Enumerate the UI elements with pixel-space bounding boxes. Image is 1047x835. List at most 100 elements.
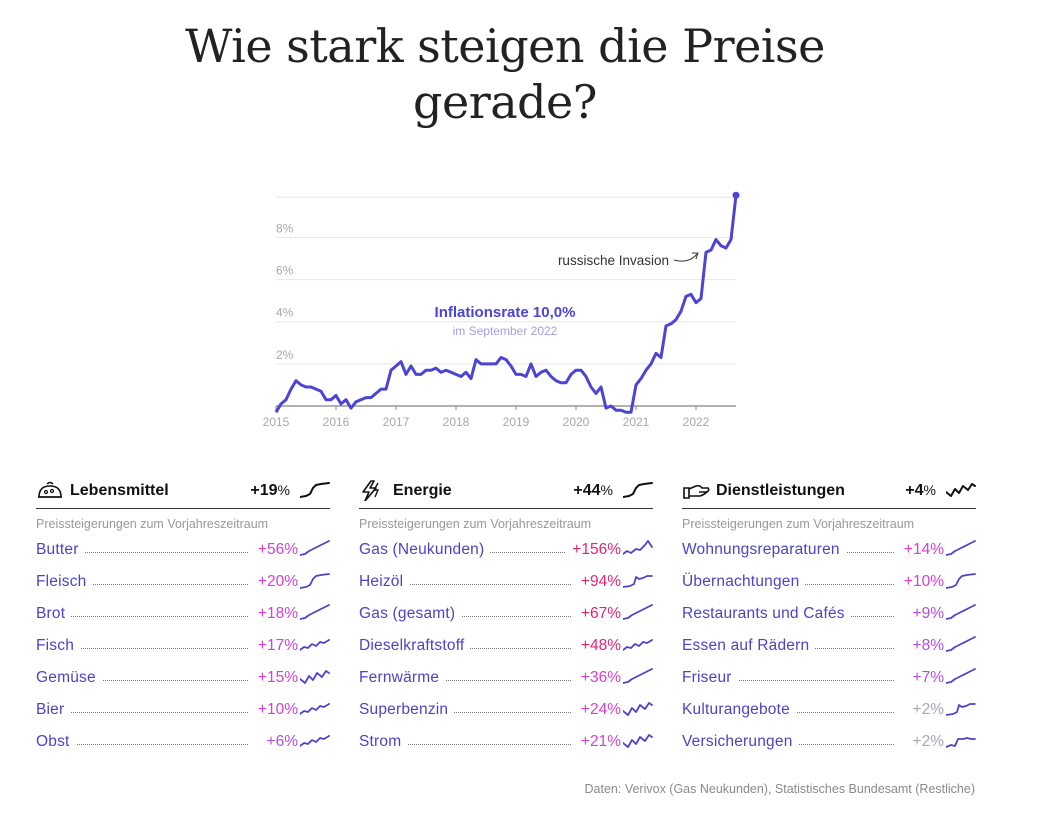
table-row: Übernachtungen +10%: [682, 567, 976, 599]
table-row: Gas (Neukunden) +156%: [359, 535, 653, 567]
table-row: Fernwärme +36%: [359, 663, 653, 695]
food-icon: [38, 481, 62, 498]
sparkline-path: [300, 703, 330, 715]
table-row: Fleisch +20%: [36, 567, 330, 599]
sparkline-path: [300, 604, 330, 620]
row-sparkline: [623, 734, 653, 748]
table-row: Restaurants und Cafés +9%: [682, 599, 976, 631]
sparkline-path: [946, 604, 976, 620]
row-value: +67%: [574, 605, 621, 623]
table-row: Heizöl +94%: [359, 567, 653, 599]
row-value: +9%: [906, 605, 944, 623]
panel-title: Energie: [393, 482, 452, 499]
panel-header: Dienstleistungen +4%: [682, 478, 976, 509]
row-leader-dots: [363, 616, 571, 617]
row-sparkline: [946, 737, 976, 748]
panel-total: +44%: [573, 482, 613, 500]
row-value: +94%: [574, 573, 621, 591]
sparkline-path: [946, 573, 976, 589]
row-leader-dots: [40, 744, 248, 745]
row-label: Wohnungsreparaturen: [682, 541, 846, 559]
row-label: Brot: [36, 605, 72, 623]
row-label: Friseur: [682, 669, 738, 687]
row-value: +2%: [906, 733, 944, 751]
panel-title: Dienstleistungen: [716, 482, 845, 499]
row-sparkline: [300, 670, 330, 684]
row-label: Restaurants und Cafés: [682, 605, 851, 623]
sparkline-path: [623, 734, 653, 748]
row-value: +6%: [260, 733, 298, 751]
sparkline-path: [623, 668, 653, 684]
row-leader-dots: [40, 552, 248, 553]
row-sparkline: [300, 573, 330, 589]
sparkline-path: [946, 737, 976, 748]
row-leader-dots: [40, 584, 248, 585]
row-sparkline: [623, 575, 653, 588]
table-row: Gemüse +15%: [36, 663, 330, 695]
row-sparkline: [946, 573, 976, 589]
panel-sparkline: [300, 482, 330, 498]
x-tick-label: 2017: [383, 415, 410, 429]
row-label: Gemüse: [36, 669, 102, 687]
y-tick-label: 8%: [276, 221, 294, 235]
x-tick-label: 2015: [263, 415, 290, 429]
row-sparkline: [623, 540, 653, 555]
invasion-arrow: [673, 253, 698, 262]
row-label: Essen auf Rädern: [682, 637, 816, 655]
table-row: Butter +56%: [36, 535, 330, 567]
panel-total-unit: %: [923, 482, 936, 498]
panel-header: Lebensmittel +19%: [36, 478, 330, 509]
panel-total: +19%: [250, 482, 290, 500]
row-label: Gas (Neukunden): [359, 541, 491, 559]
x-tick-label: 2022: [683, 415, 710, 429]
sparkline-path: [300, 639, 330, 651]
y-tick-label: 2%: [276, 348, 294, 362]
table-row: Versicherungen +2%: [682, 727, 976, 759]
table-row: Superbenzin +24%: [359, 695, 653, 727]
invasion-arrowhead: [692, 252, 699, 260]
sparkline-path: [300, 573, 330, 589]
hand-icon: [683, 484, 710, 499]
row-leader-dots: [40, 712, 248, 713]
table-row: Brot +18%: [36, 599, 330, 631]
row-label: Bier: [36, 701, 71, 719]
inflation-line-chart: 2% 4% 6% 8% 2015 2016 2017 2018 2019 2020 2021 2022…: [263, 191, 740, 429]
panel-total-number: +44: [573, 482, 601, 499]
table-row: Dieselkraftstoff +48%: [359, 631, 653, 663]
panel-lebensmittel: Lebensmittel +19% Preissteigerungen zum Vo…: [36, 478, 330, 759]
table-row: Obst +6%: [36, 727, 330, 759]
row-value: +24%: [574, 701, 621, 719]
sparkline-path: [623, 482, 653, 498]
row-value: +15%: [251, 669, 298, 687]
row-value: +14%: [897, 541, 944, 559]
row-sparkline: [623, 604, 653, 620]
row-label: Dieselkraftstoff: [359, 637, 471, 655]
row-leader-dots: [686, 680, 894, 681]
table-row: Friseur +7%: [682, 663, 976, 695]
row-sparkline: [946, 604, 976, 620]
sparkline-path: [300, 670, 330, 684]
panel-subtitle: Preissteigerungen zum Vorjahreszeitraum: [36, 517, 269, 531]
table-row: Strom +21%: [359, 727, 653, 759]
row-value: +156%: [566, 541, 621, 559]
panel-subtitle: Preissteigerungen zum Vorjahreszeitraum: [359, 517, 592, 531]
row-value: +7%: [906, 669, 944, 687]
row-value: +21%: [574, 733, 621, 751]
row-label: Superbenzin: [359, 701, 455, 719]
panel-dienstleistungen: Dienstleistungen +4% Preissteigerungen zum…: [682, 478, 976, 759]
table-row: Gas (gesamt) +67%: [359, 599, 653, 631]
panel-sparkline: [623, 482, 653, 498]
row-sparkline: [300, 540, 330, 556]
y-tick-label: 6%: [276, 264, 294, 278]
table-row: Kulturangebote +2%: [682, 695, 976, 727]
panel-total-number: +19: [250, 482, 278, 499]
row-label: Versicherungen: [682, 733, 799, 751]
row-sparkline: [300, 604, 330, 620]
panel-subtitle: Preissteigerungen zum Vorjahreszeitraum: [682, 517, 915, 531]
row-label: Übernachtungen: [682, 573, 806, 591]
row-label: Heizöl: [359, 573, 410, 591]
row-sparkline: [623, 668, 653, 684]
latest-point: [732, 191, 740, 199]
sparkline-path: [946, 703, 976, 716]
sparkline-path: [946, 483, 976, 497]
